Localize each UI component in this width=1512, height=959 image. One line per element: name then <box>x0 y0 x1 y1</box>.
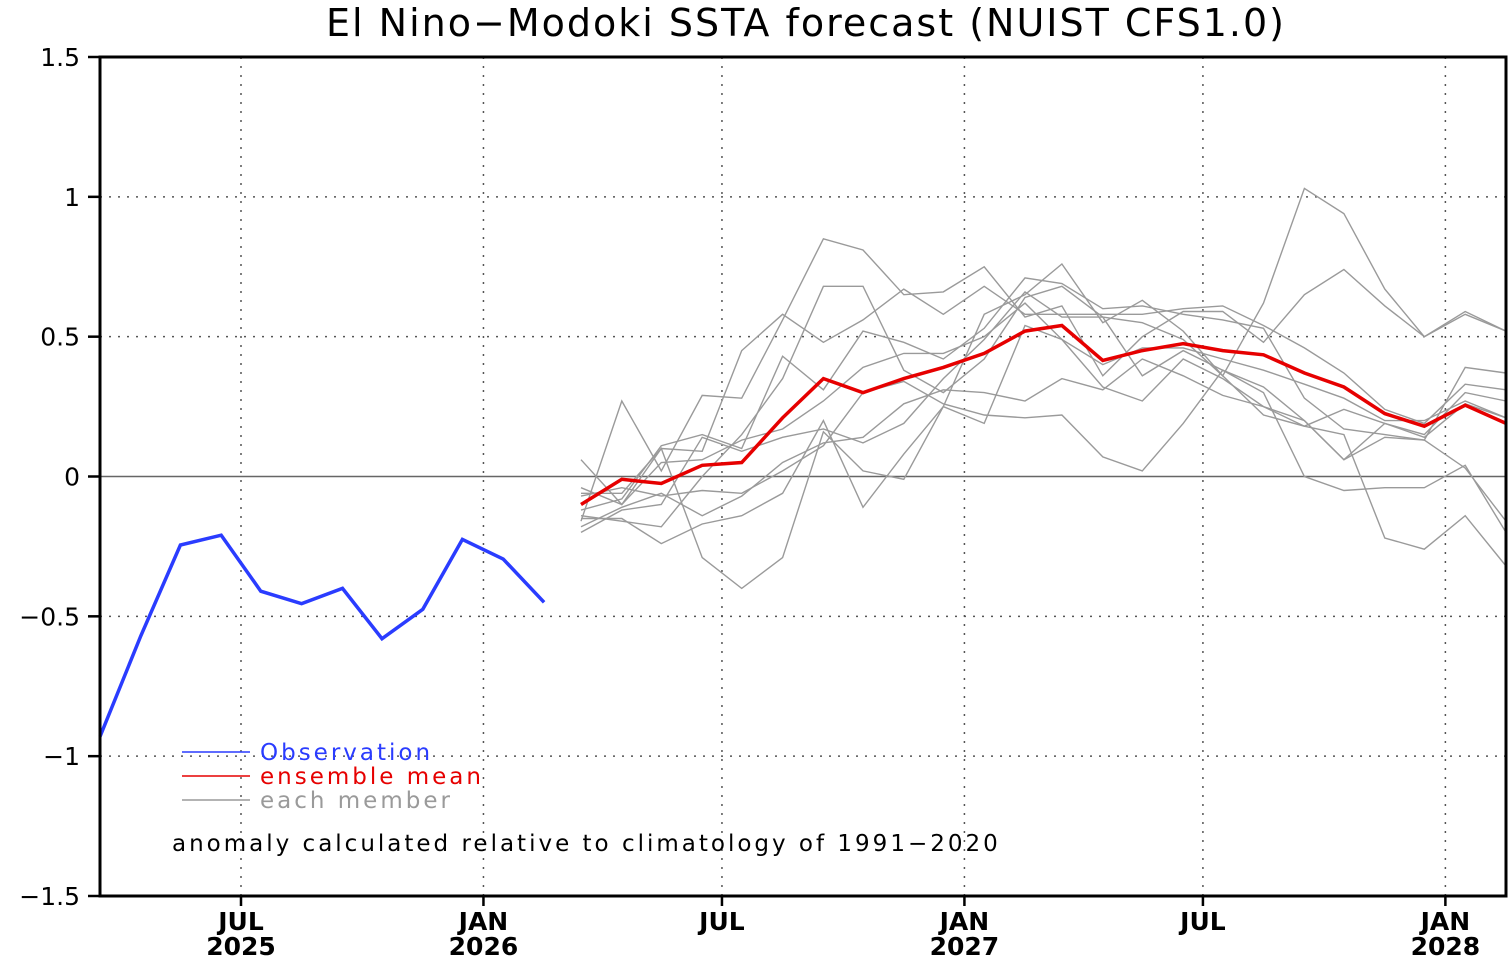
member-series-group <box>580 187 1507 590</box>
legend-label: Observation <box>260 740 433 766</box>
x-tick-month-label: JUL <box>697 907 745 936</box>
member-line <box>580 237 1507 522</box>
mean-line <box>580 323 1507 506</box>
y-tick-label: −1.5 <box>19 882 80 911</box>
member-line <box>580 358 1507 567</box>
member-line <box>581 324 1507 545</box>
legend-label: each member <box>260 788 453 814</box>
member-line <box>580 285 1507 528</box>
x-tick-year-label: 2027 <box>930 932 1000 959</box>
member-line <box>580 369 1507 533</box>
grid-lines <box>100 57 1506 896</box>
x-tick-year-label: 2025 <box>206 932 276 959</box>
climatology-note: anomaly calculated relative to climatolo… <box>172 831 1001 857</box>
y-axis-ticks: 1.5 1 0.5 0 −0.5 −1 −1.5 <box>19 43 100 911</box>
x-tick-month-label: JAN <box>938 907 990 936</box>
member-line <box>580 302 1507 506</box>
y-tick-label: −0.5 <box>19 602 80 631</box>
observation-line <box>98 533 546 738</box>
y-tick-label: 0.5 <box>40 323 80 352</box>
member-line <box>581 285 1507 494</box>
chart-title: El Nino−Modoki SSTA forecast (NUIST CFS1… <box>326 1 1286 45</box>
member-line <box>580 277 1507 511</box>
x-tick-year-label: 2026 <box>449 932 519 959</box>
x-tick-year-label: 2028 <box>1411 932 1481 959</box>
x-tick-month-label: JUL <box>216 907 264 936</box>
y-tick-label: 1.5 <box>40 43 80 72</box>
y-tick-label: 0 <box>64 463 80 492</box>
main-series-group <box>98 323 1507 738</box>
y-tick-label: 1 <box>64 183 80 212</box>
member-line <box>580 187 1507 590</box>
x-tick-month-label: JAN <box>1419 907 1471 936</box>
y-tick-label: −1 <box>43 742 80 771</box>
x-tick-month-label: JUL <box>1178 907 1226 936</box>
legend-label: ensemble mean <box>260 764 484 790</box>
x-tick-month-label: JAN <box>457 907 509 936</box>
